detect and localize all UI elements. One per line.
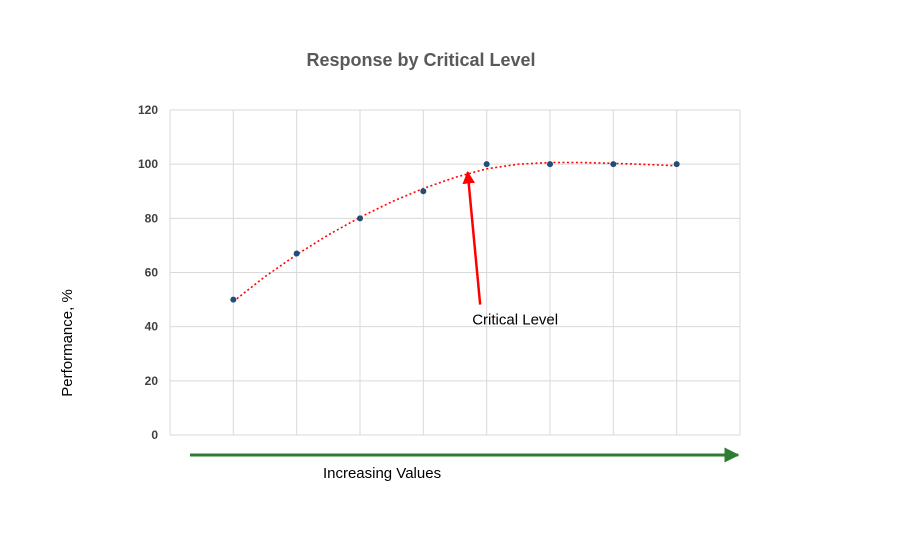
y-tick-label-6: 120 bbox=[138, 103, 158, 117]
data-point-4 bbox=[483, 161, 490, 168]
data-point-2 bbox=[357, 215, 363, 222]
annotation-arrow-0 bbox=[462, 171, 482, 305]
trendline-group bbox=[232, 161, 677, 303]
data-points bbox=[230, 161, 680, 303]
data-point-5 bbox=[547, 161, 553, 168]
y-tick-labels: 0 20 40 60 80 100 120 bbox=[138, 103, 158, 442]
y-tick-label-1: 20 bbox=[145, 374, 159, 388]
y-tick-label-0: 0 bbox=[151, 428, 158, 442]
y-axis-label: Performance, % bbox=[59, 289, 76, 397]
annotation-group: Critical Level bbox=[462, 171, 558, 329]
data-point-3 bbox=[420, 188, 427, 195]
data-point-1 bbox=[293, 250, 300, 257]
annotation-label-0: Critical Level bbox=[472, 312, 558, 329]
y-tick-label-5: 100 bbox=[138, 157, 158, 171]
plot-grid bbox=[169, 109, 741, 436]
x-axis-label: Increasing Values bbox=[323, 465, 441, 482]
chart-title: Response by Critical Level bbox=[306, 50, 535, 70]
trendline bbox=[232, 161, 677, 303]
y-tick-label-2: 40 bbox=[145, 320, 159, 334]
data-point-7 bbox=[673, 161, 680, 168]
data-point-6 bbox=[610, 161, 617, 168]
y-tick-label-3: 60 bbox=[145, 266, 159, 280]
data-point-0 bbox=[230, 296, 237, 303]
y-tick-label-4: 80 bbox=[145, 211, 159, 225]
